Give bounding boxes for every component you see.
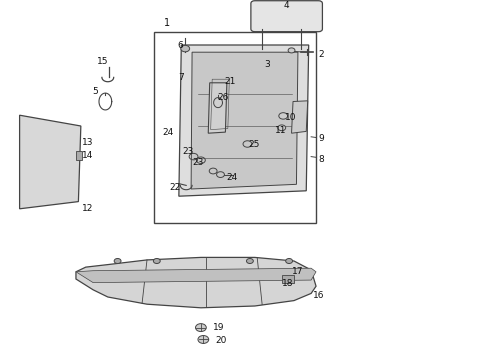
Bar: [282, 275, 294, 283]
Text: 4: 4: [284, 1, 290, 10]
Text: 21: 21: [224, 77, 236, 85]
Text: 26: 26: [218, 94, 229, 102]
Polygon shape: [20, 115, 81, 209]
Text: 15: 15: [97, 57, 109, 66]
Circle shape: [114, 258, 121, 264]
Text: 17: 17: [292, 267, 304, 276]
Text: 22: 22: [170, 184, 180, 192]
Text: 25: 25: [248, 140, 260, 149]
Text: 23: 23: [182, 148, 194, 156]
Polygon shape: [191, 52, 298, 189]
Polygon shape: [179, 45, 309, 196]
Circle shape: [198, 336, 209, 343]
Text: 16: 16: [313, 291, 324, 300]
Bar: [154, 32, 316, 223]
Circle shape: [278, 125, 286, 131]
Text: 2: 2: [318, 50, 324, 59]
Text: 9: 9: [318, 134, 324, 143]
Text: 3: 3: [264, 60, 270, 69]
Text: 14: 14: [81, 151, 93, 160]
Text: 6: 6: [177, 40, 183, 49]
Text: 23: 23: [193, 158, 204, 167]
Text: 7: 7: [178, 73, 184, 82]
Text: 10: 10: [285, 113, 297, 122]
Bar: [76, 151, 82, 160]
Circle shape: [246, 258, 253, 264]
Text: 18: 18: [282, 279, 294, 288]
Text: 24: 24: [226, 173, 237, 181]
Text: 19: 19: [213, 323, 224, 332]
Circle shape: [286, 258, 293, 264]
Polygon shape: [76, 257, 316, 308]
Circle shape: [153, 258, 160, 264]
Circle shape: [181, 45, 190, 52]
Text: 1: 1: [164, 18, 170, 28]
Circle shape: [279, 113, 288, 119]
Polygon shape: [208, 83, 227, 133]
Polygon shape: [76, 268, 316, 283]
Text: 8: 8: [318, 154, 324, 163]
Polygon shape: [292, 101, 308, 133]
Circle shape: [288, 48, 295, 53]
Circle shape: [196, 324, 206, 332]
Text: 20: 20: [215, 336, 227, 345]
Text: 13: 13: [81, 138, 93, 147]
Text: 5: 5: [93, 87, 98, 96]
Text: 11: 11: [274, 126, 286, 135]
FancyBboxPatch shape: [251, 1, 322, 32]
Text: 24: 24: [162, 128, 173, 137]
Text: 12: 12: [81, 204, 93, 213]
